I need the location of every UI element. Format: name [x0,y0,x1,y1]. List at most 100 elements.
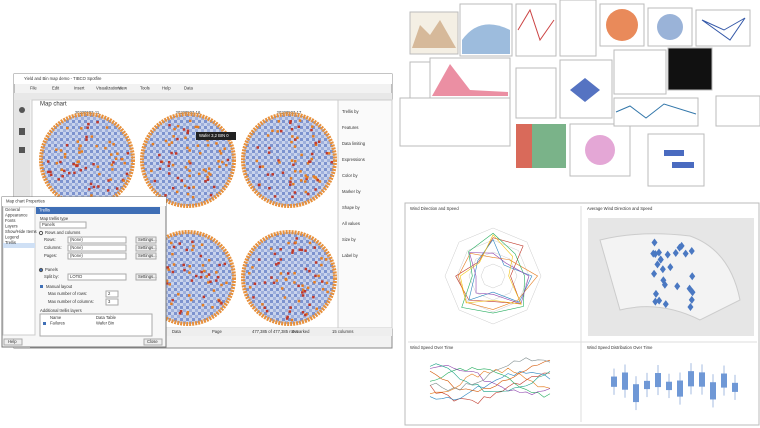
failure-cell [55,161,59,165]
cell: Wafer Bin [96,321,115,326]
dialog-title: Map chart Properties [6,199,45,204]
failure-cell [125,172,129,176]
dropdown[interactable] [39,221,87,229]
failure-cell [192,244,195,248]
menu-item[interactable]: Data [184,86,194,91]
button[interactable] [143,338,163,346]
spinner[interactable] [105,290,119,298]
checkbox[interactable] [40,285,43,288]
button[interactable] [3,338,23,346]
failure-cell [273,252,277,256]
menu-item[interactable]: Help [162,86,171,91]
split-field[interactable] [67,273,127,281]
menu-item[interactable]: File [30,86,37,91]
failure-cell [85,135,88,139]
map-markers [650,238,696,311]
series-line [429,370,551,401]
spinner-value: 2 [108,291,111,296]
failure-cell [279,258,282,261]
button[interactable] [135,244,157,252]
radar-grid [480,263,506,289]
legend-item: Size by [342,237,357,242]
failure-cell [111,168,114,171]
failure-cell [153,179,157,183]
cell: Failures [50,321,65,326]
failure-cell [205,275,208,278]
dropdown-value: Panels [42,222,55,227]
nav-item[interactable]: Trellis [5,240,16,245]
menu-item[interactable]: View [118,86,128,91]
radar-series [458,252,539,310]
failure-cell [304,190,308,194]
icon[interactable] [19,128,25,135]
radio[interactable] [38,230,44,236]
failure-cell [308,241,312,245]
failure-cell [97,185,100,188]
failure-cell [186,312,189,316]
failure-cell [291,249,295,252]
failure-cell [165,282,169,285]
button[interactable] [135,252,157,260]
map-marker [688,295,695,304]
map-marker [651,269,658,278]
failure-cell [78,147,81,150]
failure-cell [270,276,273,279]
failure-cell [291,195,294,199]
failure-cell [280,287,284,290]
icon[interactable] [19,147,25,153]
nav-item[interactable]: Show/Hide Items [5,229,37,234]
dropdown[interactable] [67,244,127,252]
failure-cell [330,160,334,164]
menu-item[interactable]: Tools [140,86,150,91]
failure-cell [289,306,292,309]
failure-cell [76,160,79,164]
nav-item[interactable]: Appearance [5,213,28,218]
failure-cell [325,152,329,155]
map-marker [657,255,664,264]
failure-cell [95,144,98,148]
dropdown[interactable] [67,236,127,244]
button[interactable] [135,236,157,244]
failure-cell [218,149,222,153]
failure-cell [207,259,211,262]
legend-item: Marker by [342,189,362,194]
nav-item[interactable]: General [5,207,20,212]
spinner[interactable] [105,298,119,306]
failure-cell [225,281,228,285]
failure-cell [191,195,195,199]
label: Max number of rows: [48,291,87,296]
map-marker [688,246,695,255]
checkbox[interactable] [43,322,46,325]
failure-cell [63,152,67,156]
map-marker [687,302,694,311]
nav-item[interactable]: Legend [5,235,20,240]
series-line [429,363,551,392]
failure-cell [248,272,251,275]
failure-cell [257,183,261,187]
button[interactable] [135,273,157,281]
failure-cell [65,143,69,147]
button-label: Help [8,339,17,344]
dropdown[interactable] [67,252,127,260]
failure-cell [257,258,261,261]
menu-item[interactable]: Edit [52,86,60,91]
icon[interactable] [19,107,25,113]
menu-item[interactable]: Visualizations [96,86,122,91]
failure-cell [211,306,214,309]
menu-item[interactable]: Insert [74,86,85,91]
radio[interactable] [38,267,44,273]
failure-cell [209,280,212,283]
failure-cell [106,189,110,192]
map-marker [686,284,693,293]
failure-cell [79,169,83,172]
radar-chart [444,227,542,325]
nav-item[interactable]: Fonts [5,218,15,223]
box [622,372,628,390]
failure-cell [170,241,173,245]
nav-item[interactable]: Layers [5,224,18,229]
failure-cell [312,295,315,299]
title-bar [14,74,392,84]
failure-cell [317,274,320,278]
